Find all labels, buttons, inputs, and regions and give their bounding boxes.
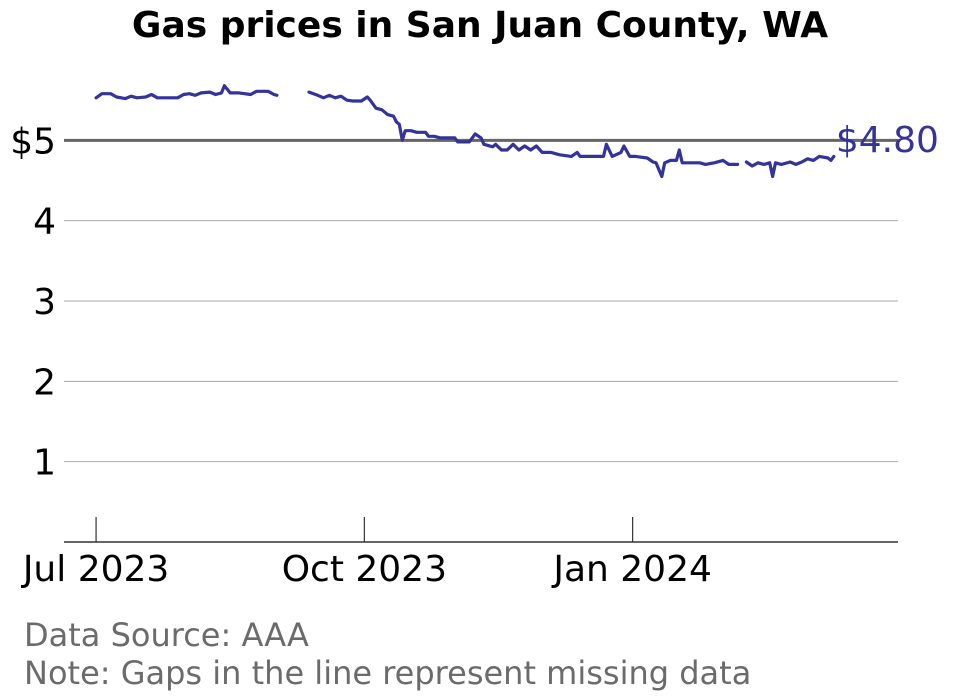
y-tick-label-0: 1	[33, 443, 56, 484]
chart-title: Gas prices in San Juan County, WA	[132, 5, 828, 46]
y-tick-label-4: $5	[10, 121, 56, 162]
y-axis-ticks: 1 2 3 4 $5	[10, 121, 56, 483]
price-series	[94, 84, 836, 179]
grid-lines	[64, 138, 898, 463]
price-line-segment-2	[744, 154, 836, 179]
price-line-segment-0	[94, 84, 279, 101]
x-tick-label-2: Jan 2024	[551, 549, 712, 590]
gaps-note: Note: Gaps in the line represent missing…	[24, 654, 751, 692]
x-axis: Jul 2023 Oct 2023 Jan 2024	[21, 517, 898, 590]
x-tick-label-0: Jul 2023	[21, 549, 170, 590]
y-tick-label-3: 4	[33, 202, 56, 243]
y-tick-label-2: 3	[33, 282, 56, 323]
data-source-note: Data Source: AAA	[24, 616, 309, 654]
price-line-segment-1	[307, 90, 740, 179]
x-tick-label-1: Oct 2023	[282, 549, 447, 590]
latest-price-label: $4.80	[836, 120, 939, 161]
y-tick-label-1: 2	[33, 362, 56, 403]
